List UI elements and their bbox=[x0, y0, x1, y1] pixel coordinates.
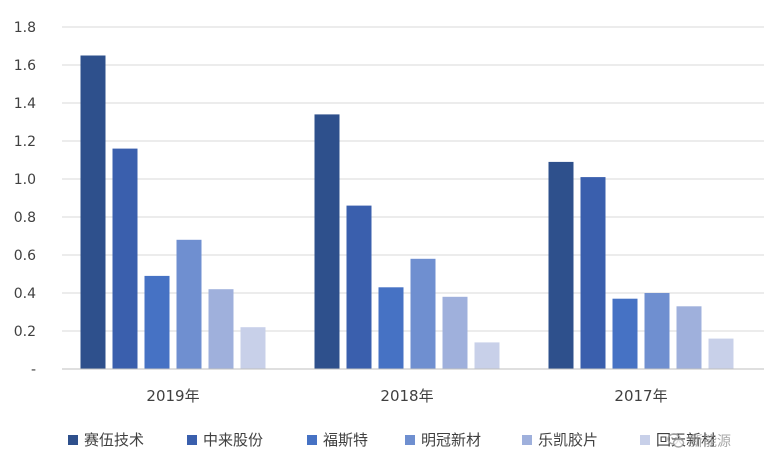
y-tick-label: 0.4 bbox=[14, 286, 36, 302]
bar-4-1 bbox=[176, 239, 202, 369]
y-tick-label: - bbox=[31, 362, 36, 378]
legend-label: 赛伍技术 bbox=[84, 431, 144, 449]
y-tick-label: 1.6 bbox=[14, 58, 36, 74]
x-category-label: 2017年 bbox=[614, 387, 667, 405]
legend-label: 乐凯胶片 bbox=[538, 431, 598, 449]
legend-label: 明冠新材 bbox=[421, 431, 481, 449]
bar-3-3 bbox=[612, 298, 638, 369]
bar-4-3 bbox=[644, 293, 670, 369]
legend-swatch bbox=[522, 435, 532, 445]
legend-label: 福斯特 bbox=[323, 431, 368, 449]
y-tick-label: 0.2 bbox=[14, 324, 36, 340]
legend-swatch bbox=[640, 435, 650, 445]
legend-swatch bbox=[307, 435, 317, 445]
bar-6-2 bbox=[474, 342, 500, 369]
bar-3-1 bbox=[144, 275, 170, 369]
y-axis-ticks: - 0.2 0.4 0.6 0.8 1.0 1.2 1.4 1.6 1.8 bbox=[14, 20, 36, 378]
bar-2-1 bbox=[112, 148, 138, 369]
x-category-label: 2018年 bbox=[380, 387, 433, 405]
y-tick-label: 0.8 bbox=[14, 210, 36, 226]
bars bbox=[80, 55, 734, 370]
legend-swatch bbox=[68, 435, 78, 445]
bar-1-2 bbox=[314, 114, 340, 370]
bar-1-3 bbox=[548, 161, 574, 369]
legend-swatch bbox=[187, 435, 197, 445]
bar-5-3 bbox=[676, 306, 702, 369]
bar-5-1 bbox=[208, 289, 234, 369]
legend-label: 回天新材 bbox=[656, 431, 716, 449]
y-tick-label: 1.0 bbox=[14, 172, 36, 188]
x-category-label: 2019年 bbox=[146, 387, 199, 405]
bar-3-2 bbox=[378, 287, 404, 369]
y-tick-label: 1.4 bbox=[14, 96, 36, 112]
y-tick-label: 1.8 bbox=[14, 20, 36, 36]
y-tick-label: 0.6 bbox=[14, 248, 36, 264]
bar-6-1 bbox=[240, 327, 266, 369]
bar-2-2 bbox=[346, 205, 372, 369]
bar-5-2 bbox=[442, 296, 468, 369]
legend-swatch bbox=[405, 435, 415, 445]
wechat-icon bbox=[667, 433, 685, 448]
y-tick-label: 1.2 bbox=[14, 134, 36, 150]
bar-2-3 bbox=[580, 177, 606, 369]
bar-1-1 bbox=[80, 55, 106, 369]
bar-6-3 bbox=[708, 338, 734, 369]
watermark: 新能源 bbox=[667, 426, 767, 456]
bar-4-2 bbox=[410, 258, 436, 369]
x-axis: 2019年 2018年 2017年 bbox=[62, 368, 764, 405]
legend-label: 中来股份 bbox=[203, 431, 263, 449]
legend: 赛伍技术 中来股份 福斯特 明冠新材 乐凯胶片 回天新材 bbox=[68, 431, 716, 449]
watermark-text: 新能源 bbox=[689, 434, 731, 450]
